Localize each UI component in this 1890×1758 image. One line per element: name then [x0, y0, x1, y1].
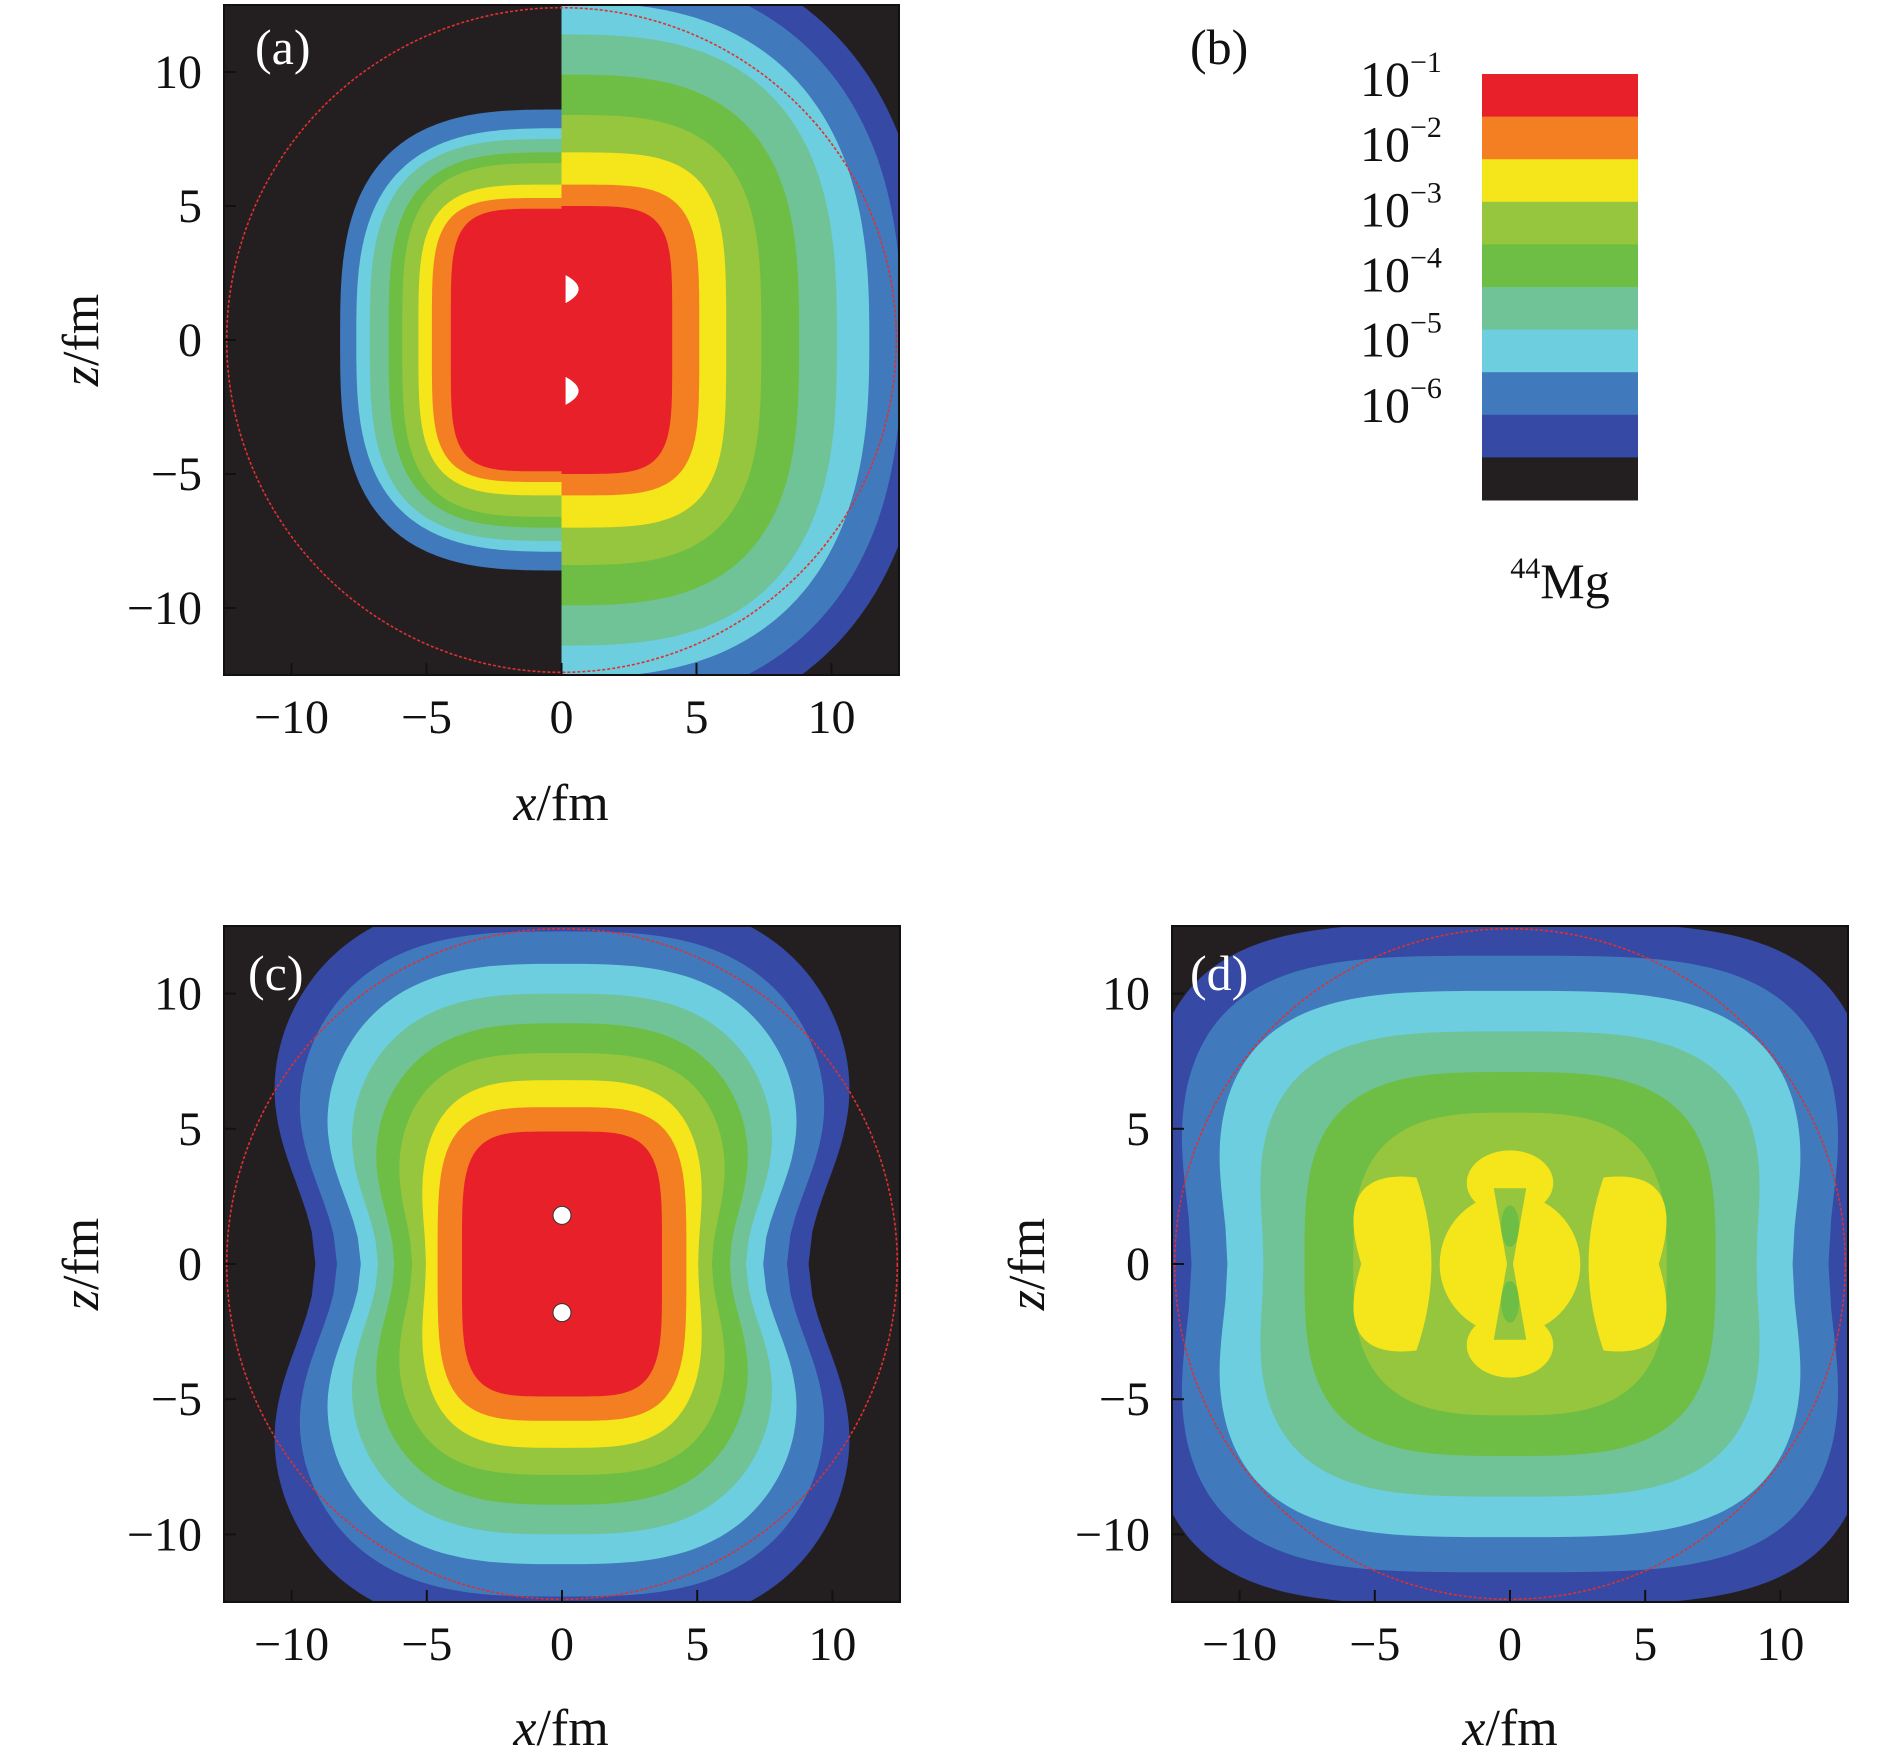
colorbar-tick-label: 10−6 — [1360, 372, 1442, 433]
x-tick-label: 5 — [685, 691, 709, 744]
y-tick-label: 5 — [1126, 1103, 1150, 1156]
panel-a-left-contour-level-0 — [450, 208, 562, 472]
colorbar-band — [1482, 159, 1638, 203]
colorbar-band — [1482, 201, 1638, 245]
panel-b-label: (b) — [1190, 19, 1248, 75]
x-tick-label: −5 — [401, 1618, 452, 1671]
nucleus-label: 44Mg — [1510, 552, 1609, 609]
x-tick-label: 10 — [1756, 1618, 1804, 1671]
colorbar-tick-label: 10−5 — [1360, 307, 1442, 368]
colorbar-band — [1482, 414, 1638, 458]
panel-a: −10 10 −5 5 0 0 5 −5 10 −10 (a) x/fm z/fm — [53, 4, 900, 832]
x-tick-label: 0 — [550, 1618, 574, 1671]
colorbar-band — [1482, 287, 1638, 331]
panel-d-center-spot — [1501, 1205, 1519, 1247]
y-tick-label: −10 — [127, 1508, 202, 1561]
colorbar-band — [1482, 372, 1638, 416]
panel-a-axes: −10 10 −5 5 0 0 5 −5 10 −10 — [127, 46, 856, 744]
y-tick-label: 5 — [178, 1103, 202, 1156]
x-tick-label: −10 — [254, 1618, 329, 1671]
x-tick-label: 5 — [685, 1618, 709, 1671]
panel-d: −10 10 −5 5 0 0 5 −5 10 −10 (d) x/fm z/fm — [999, 925, 1849, 1757]
colorbar-band — [1482, 244, 1638, 288]
y-tick-label: 0 — [178, 1238, 202, 1291]
x-tick-label: −10 — [1202, 1618, 1277, 1671]
x-tick-label: −5 — [1349, 1618, 1400, 1671]
y-tick-label: 10 — [154, 968, 202, 1021]
y-tick-label: −10 — [127, 582, 202, 635]
colorbar-band — [1482, 329, 1638, 373]
panel-a-ylabel: z/fm — [53, 294, 110, 387]
panel-d-right-crescent — [1588, 1176, 1667, 1352]
colorbar-band — [1482, 74, 1638, 118]
panel-a-right-contour-level-0 — [561, 206, 673, 474]
x-tick-label: 0 — [1498, 1618, 1522, 1671]
y-tick-label: 0 — [178, 314, 202, 367]
y-tick-label: 10 — [1102, 968, 1150, 1021]
y-tick-label: 10 — [154, 46, 202, 99]
x-tick-label: −5 — [401, 691, 452, 744]
colorbar-tick-labels: 10−110−210−310−410−510−6 — [1360, 46, 1442, 433]
panel-c-contour-level-0 — [462, 1131, 662, 1397]
panel-d-axes: −10 10 −5 5 0 0 5 −5 10 −10 — [1075, 968, 1804, 1671]
x-tick-label: −10 — [254, 691, 329, 744]
y-tick-label: 0 — [1126, 1238, 1150, 1291]
panel-a-heatmap — [224, 5, 899, 675]
nucleon-marker — [552, 1303, 572, 1323]
colorbar-tick-label: 10−4 — [1360, 242, 1442, 303]
panel-a-xlabel: x/fm — [512, 775, 608, 832]
y-tick-label: −10 — [1075, 1508, 1150, 1561]
panel-b-colorbar: (b) 10−110−210−310−410−510−6 44Mg — [1190, 19, 1638, 609]
colorbar-tick-label: 10−3 — [1360, 176, 1442, 237]
nucleon-marker — [565, 275, 579, 304]
panel-d-center-spot — [1501, 1281, 1519, 1323]
panel-d-left-crescent — [1353, 1176, 1432, 1352]
panel-c-axes: −10 10 −5 5 0 0 5 −5 10 −10 — [127, 968, 856, 1671]
colorbar-tick-label: 10−1 — [1360, 46, 1442, 107]
nucleon-marker — [552, 1205, 572, 1225]
panel-c-xlabel: x/fm — [512, 1700, 608, 1757]
panel-d-heatmap — [1172, 926, 1848, 1602]
x-tick-label: 5 — [1633, 1618, 1657, 1671]
colorbar-bands — [1482, 74, 1638, 501]
panel-c: −10 10 −5 5 0 0 5 −5 10 −10 (c) x/fm z/fm — [53, 925, 901, 1757]
y-tick-label: −5 — [151, 1373, 202, 1426]
colorbar-tick-label: 10−2 — [1360, 111, 1442, 172]
panel-d-label: (d) — [1190, 945, 1248, 1001]
y-tick-label: −5 — [1099, 1373, 1150, 1426]
y-tick-label: −5 — [151, 448, 202, 501]
x-tick-label: 0 — [550, 691, 574, 744]
panel-d-ylabel: z/fm — [999, 1218, 1056, 1311]
panel-d-xlabel: x/fm — [1461, 1700, 1557, 1757]
panel-c-label: (c) — [248, 945, 304, 1001]
x-tick-label: 10 — [808, 1618, 856, 1671]
colorbar-band — [1482, 116, 1638, 160]
colorbar-band — [1482, 457, 1638, 501]
panel-d-top-lobe — [1466, 1150, 1554, 1216]
panel-a-label: (a) — [255, 19, 311, 75]
y-tick-label: 5 — [178, 180, 202, 233]
panel-c-heatmap — [224, 926, 900, 1602]
panel-d-bottom-lobe — [1466, 1312, 1554, 1378]
x-tick-label: 10 — [808, 691, 856, 744]
nucleon-marker — [565, 376, 579, 405]
panel-c-ylabel: z/fm — [53, 1218, 110, 1311]
